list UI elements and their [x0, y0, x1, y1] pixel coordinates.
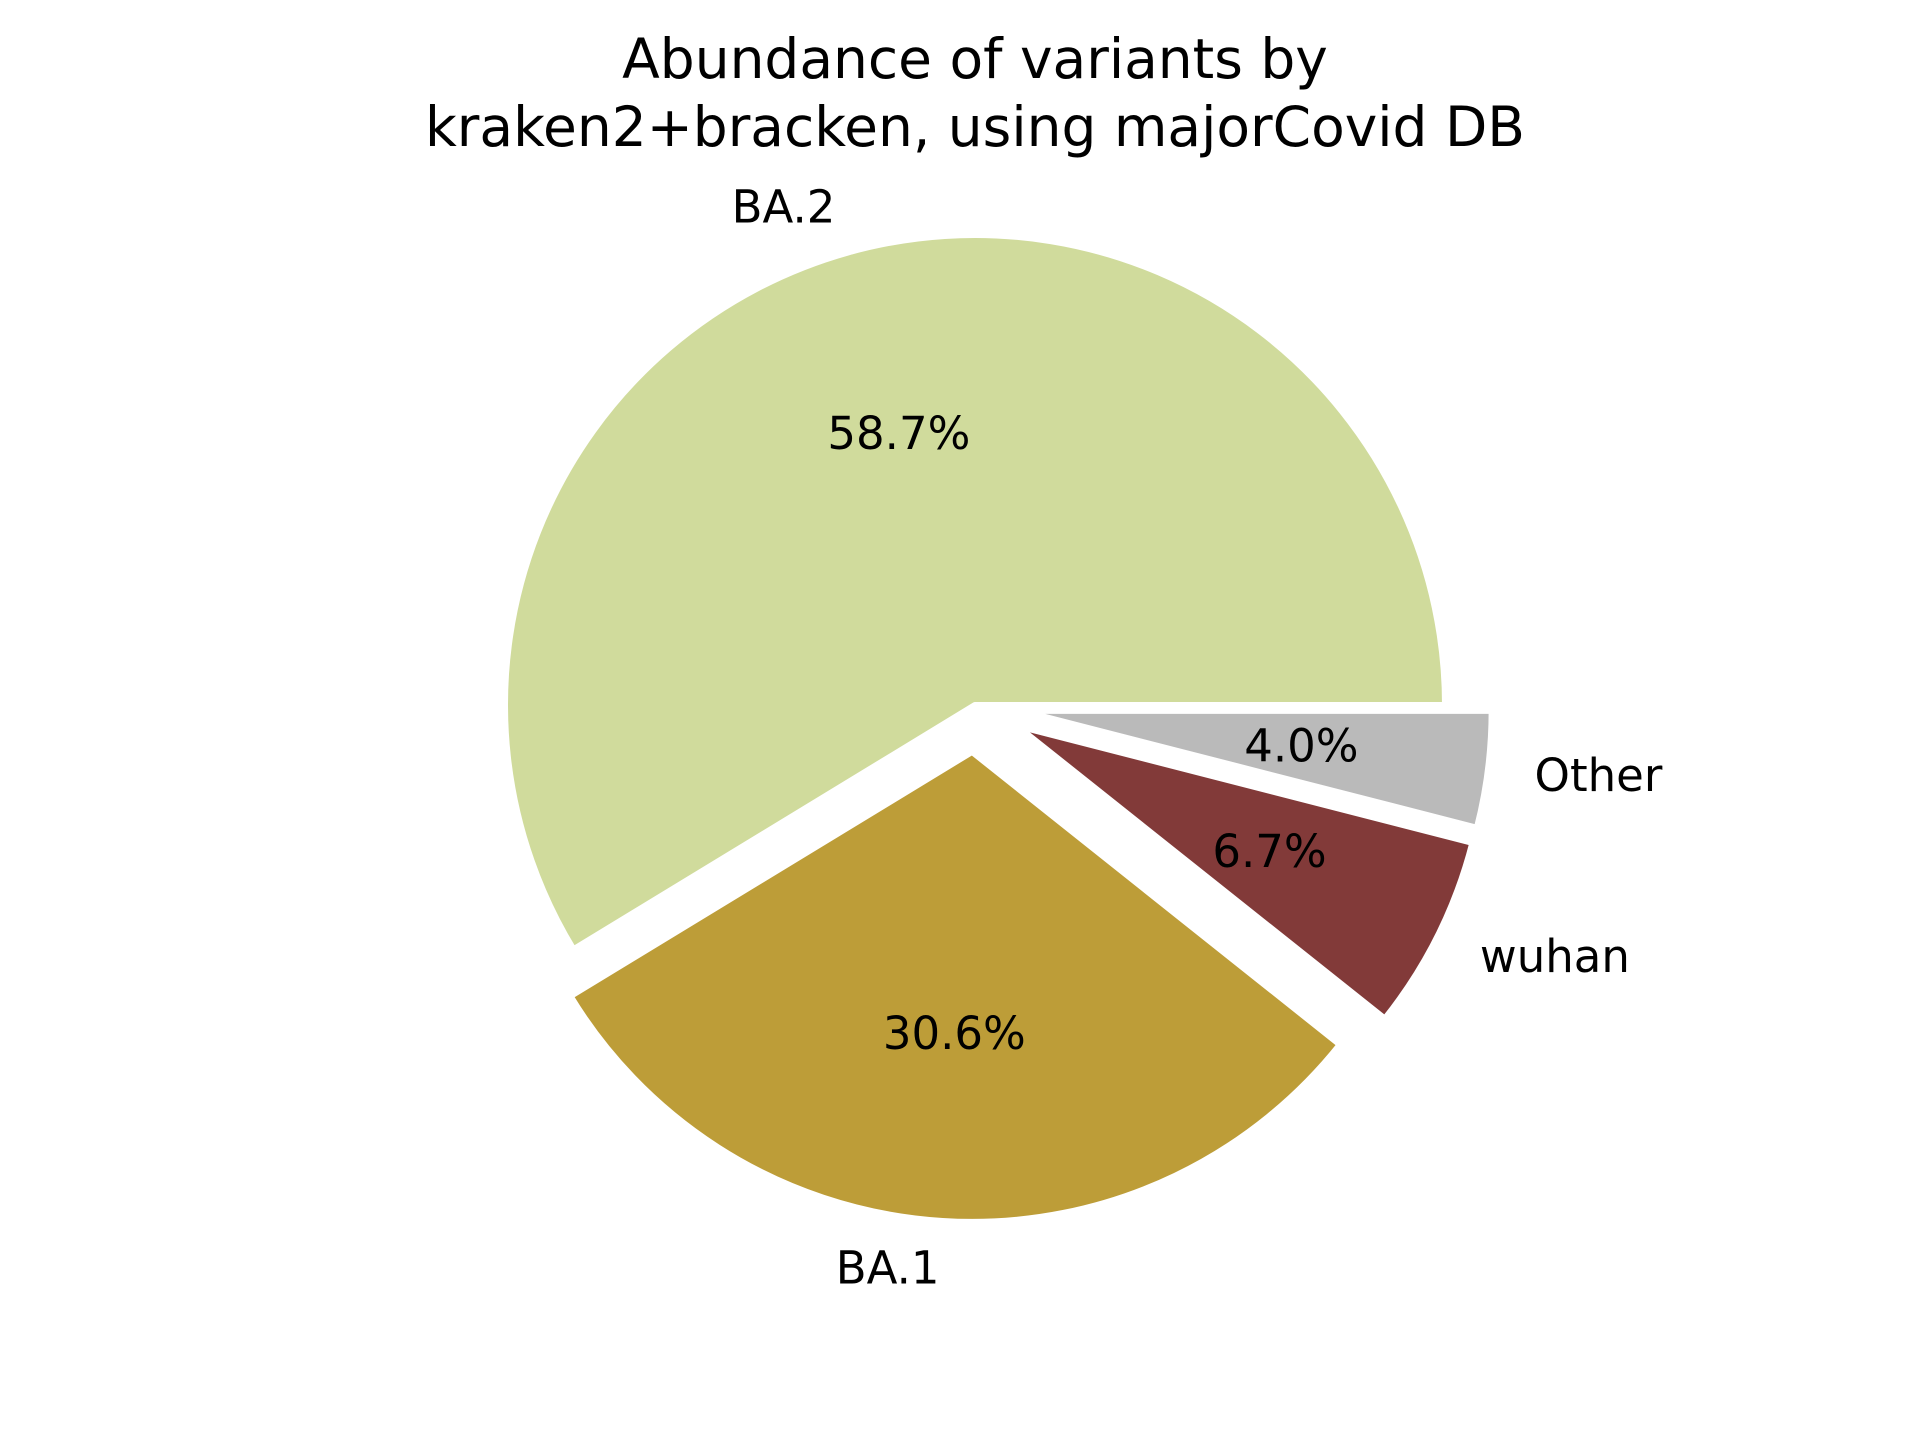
pie-slice-ba-1: [567, 748, 1343, 1225]
chart-title-line-2: kraken2+bracken, using majorCovid DB: [425, 95, 1525, 159]
slice-percent-ba-1: 30.6%: [883, 1007, 1026, 1060]
slice-label-wuhan: wuhan: [1480, 930, 1630, 983]
pie-slice-ba-2: [502, 232, 1448, 953]
pie-labels: BA.2 58.7% BA.1 30.6% wuhan 6.7% Other 4.0%: [732, 181, 1663, 1295]
slice-percent-wuhan: 6.7%: [1212, 825, 1326, 878]
slice-label-ba-2: BA.2: [732, 181, 836, 234]
slice-percent-other: 4.0%: [1244, 720, 1358, 773]
slice-label-other: Other: [1535, 749, 1663, 802]
pie-slices: [502, 232, 1495, 1225]
slice-label-ba-1: BA.1: [836, 1241, 940, 1294]
pie-slice-other: [1018, 707, 1495, 831]
slice-percent-ba-2: 58.7%: [827, 407, 970, 460]
pie-slice-wuhan: [1014, 722, 1476, 1022]
chart-title-line-1: Abundance of variants by: [622, 27, 1328, 91]
